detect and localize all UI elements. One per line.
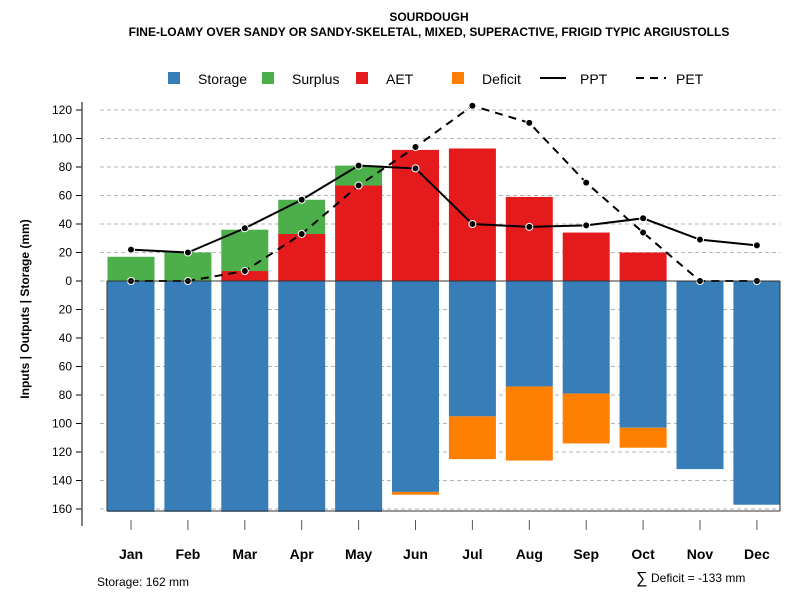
surplus-bar	[221, 229, 269, 272]
y-tick-label: 20	[59, 246, 73, 260]
x-tick-label: Jan	[119, 546, 143, 562]
ppt-point	[297, 195, 306, 204]
storage-bar	[505, 281, 553, 387]
x-tick-label: Sep	[573, 546, 599, 562]
storage-bar	[107, 281, 155, 512]
x-tick-label: Apr	[290, 546, 315, 562]
pet-point	[639, 228, 648, 237]
storage-bar	[562, 281, 610, 394]
y-tick-label: 80	[59, 160, 73, 174]
surplus-bar	[335, 165, 383, 186]
storage-bar	[392, 281, 439, 492]
y-tick-label: 120	[52, 103, 72, 117]
legend-swatch-aet	[356, 72, 368, 84]
ppt-point	[240, 224, 249, 233]
ppt-point	[411, 164, 420, 173]
storage-bar	[448, 281, 496, 417]
pet-point	[411, 143, 420, 152]
deficit-annotation: Deficit = -133 mm	[651, 571, 745, 585]
legend-label-aet: AET	[386, 71, 414, 87]
aet-bar	[505, 196, 553, 281]
y-tick-label: 20	[59, 303, 73, 317]
aet-bar	[619, 252, 667, 281]
surplus-bar	[107, 256, 155, 281]
pet-point	[240, 267, 249, 276]
x-tick-label: May	[345, 546, 372, 562]
pet-point	[297, 229, 306, 238]
pet-point	[582, 178, 591, 187]
ppt-point	[525, 222, 534, 231]
y-tick-label: 40	[59, 331, 73, 345]
legend-label-surplus: Surplus	[292, 71, 339, 87]
ppt-line	[130, 164, 757, 254]
x-tick-label: Dec	[744, 546, 770, 562]
storage-annotation: Storage: 162 mm	[97, 575, 189, 589]
y-tick-label: 100	[52, 417, 72, 431]
storage-bar	[221, 281, 269, 512]
aet-bar	[221, 271, 269, 281]
y-tick-label: 80	[59, 388, 73, 402]
y-tick-label: 60	[59, 360, 73, 374]
pet-point	[525, 118, 534, 127]
storage-bar	[619, 281, 667, 428]
ppt-point	[354, 161, 363, 170]
pet-point	[354, 181, 363, 190]
legend-label-storage: Storage	[198, 71, 247, 87]
legend-swatch-surplus	[262, 72, 274, 84]
x-tick-label: Nov	[687, 546, 714, 562]
y-axis-label: Inputs | Outputs | Storage (mm)	[18, 219, 32, 398]
chart-subtitle: FINE-LOAMY OVER SANDY OR SANDY-SKELETAL,…	[129, 25, 730, 39]
x-tick-label: Jul	[462, 546, 482, 562]
x-tick-label: Mar	[232, 546, 257, 562]
surplus-bar	[278, 199, 326, 234]
ppt-point	[127, 245, 135, 254]
x-tick-label: Oct	[631, 546, 655, 562]
y-tick-label: 140	[52, 474, 72, 488]
y-tick-label: 60	[59, 189, 73, 203]
deficit-bar	[392, 491, 439, 495]
deficit-bar	[505, 386, 553, 461]
aet-bar	[562, 232, 610, 281]
aet-bar	[448, 148, 496, 281]
legend-swatch-storage	[168, 72, 180, 84]
ppt-point	[468, 220, 477, 228]
y-tick-label: 120	[52, 445, 72, 459]
aet-bar	[278, 233, 326, 281]
legend-label-deficit: Deficit	[482, 71, 521, 87]
storage-bar	[278, 281, 326, 512]
ppt-point	[752, 241, 761, 250]
storage-bar	[335, 281, 383, 512]
y-tick-label: 40	[59, 217, 73, 231]
deficit-bar	[562, 393, 610, 444]
legend-label-pet: PET	[676, 71, 704, 87]
ppt-point	[183, 248, 192, 257]
deficit-bar	[619, 427, 667, 448]
sum-symbol: ∑	[636, 570, 647, 587]
chart-title: SOURDOUGH	[389, 10, 468, 24]
legend-label-ppt: PPT	[580, 71, 608, 87]
surplus-bar	[164, 252, 212, 281]
x-tick-label: Feb	[175, 546, 200, 562]
x-tick-label: Aug	[516, 546, 543, 562]
ppt-point	[696, 235, 704, 244]
storage-bar	[676, 281, 724, 470]
ppt-point	[639, 214, 648, 223]
ppt-point	[582, 221, 591, 230]
storage-bar	[733, 281, 781, 505]
storage-bar	[164, 281, 212, 512]
y-tick-label: 0	[65, 274, 72, 288]
x-tick-label: Jun	[403, 546, 428, 562]
pet-line	[131, 104, 757, 282]
legend-swatch-deficit	[452, 72, 464, 84]
pet-point	[468, 101, 477, 110]
y-tick-label: 160	[52, 502, 72, 516]
y-tick-label: 100	[52, 132, 72, 146]
deficit-bar	[448, 416, 496, 460]
aet-bar	[335, 185, 383, 281]
